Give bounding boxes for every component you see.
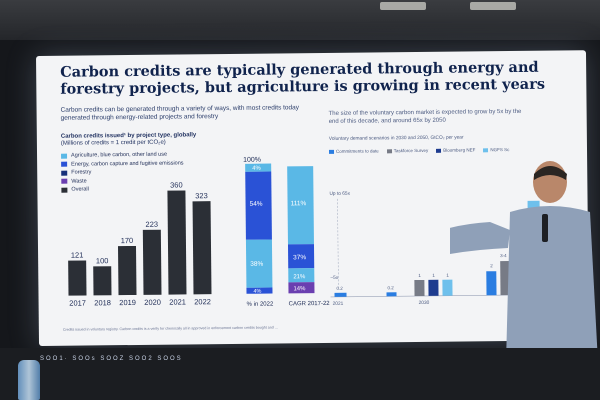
share-label: 54% xyxy=(250,201,263,208)
right-legend-label: Commitments to date xyxy=(335,148,379,154)
right-value: 2 xyxy=(490,263,493,268)
presenter-hair xyxy=(534,166,567,180)
cagr-label: 21% xyxy=(293,274,306,280)
ceiling-light xyxy=(470,2,516,10)
right-value: 1 xyxy=(446,273,449,278)
cagr-segment-forestry xyxy=(288,268,315,283)
right-bar xyxy=(414,279,425,297)
legend-swatch xyxy=(386,148,392,153)
table-edge-text: SOO1· SOOs SOOZ SOO2 SOOS xyxy=(40,356,183,362)
legend-swatch xyxy=(436,148,442,153)
right-legend-item: Commitments to date xyxy=(328,148,379,154)
cagr-segment-waste xyxy=(288,282,315,294)
right-value: ~5x xyxy=(330,275,339,281)
ceiling-light xyxy=(380,2,426,10)
share-segment-waste xyxy=(246,287,273,294)
share-label: 38% xyxy=(250,261,263,268)
right-year: 2030 xyxy=(419,300,430,306)
right-value: 1 xyxy=(418,273,421,278)
right-bracket xyxy=(337,198,339,289)
ceiling xyxy=(0,0,600,40)
legend-swatch xyxy=(328,149,335,154)
right-year: 2021 xyxy=(333,301,344,307)
right-bar xyxy=(486,271,497,296)
right-legend-item: Taskforce Survey xyxy=(386,147,429,154)
cagr-segment-agri xyxy=(287,166,314,245)
cagr-label: 37% xyxy=(293,254,306,261)
water-bottle xyxy=(18,360,40,400)
right-value: 1 xyxy=(432,273,435,278)
cagr-label: 111% xyxy=(291,200,307,207)
cagr-axis-label: CAGR 2017-22 xyxy=(289,301,331,307)
share-segment-agri xyxy=(245,163,272,172)
audience-area xyxy=(0,348,600,400)
right-bar xyxy=(442,279,453,296)
share-label: 4% xyxy=(252,166,261,172)
right-subtitle: The size of the voluntary carbon market … xyxy=(328,108,522,125)
cagr-label: 14% xyxy=(293,286,306,292)
share-label: 4% xyxy=(253,289,261,295)
right-bar xyxy=(386,292,397,297)
share-segment-energy xyxy=(245,171,272,240)
right-bar xyxy=(428,279,439,296)
right-bar xyxy=(334,292,347,297)
share-top-label: 100% xyxy=(243,157,261,164)
right-bar xyxy=(500,261,511,296)
presenter-arm xyxy=(450,222,510,254)
right-value: 0.2 xyxy=(336,286,343,291)
share-axis-label: % in 2022 xyxy=(247,302,274,308)
right-value: 3-4 xyxy=(500,253,507,258)
right-legend-label: Taskforce Survey xyxy=(393,147,429,154)
right-value: Up to 65x xyxy=(329,191,350,197)
microphone-icon xyxy=(542,214,548,242)
share-segment-forestry xyxy=(245,239,273,288)
cagr-segment-energy xyxy=(287,244,315,269)
right-value: 0.2 xyxy=(387,285,394,290)
